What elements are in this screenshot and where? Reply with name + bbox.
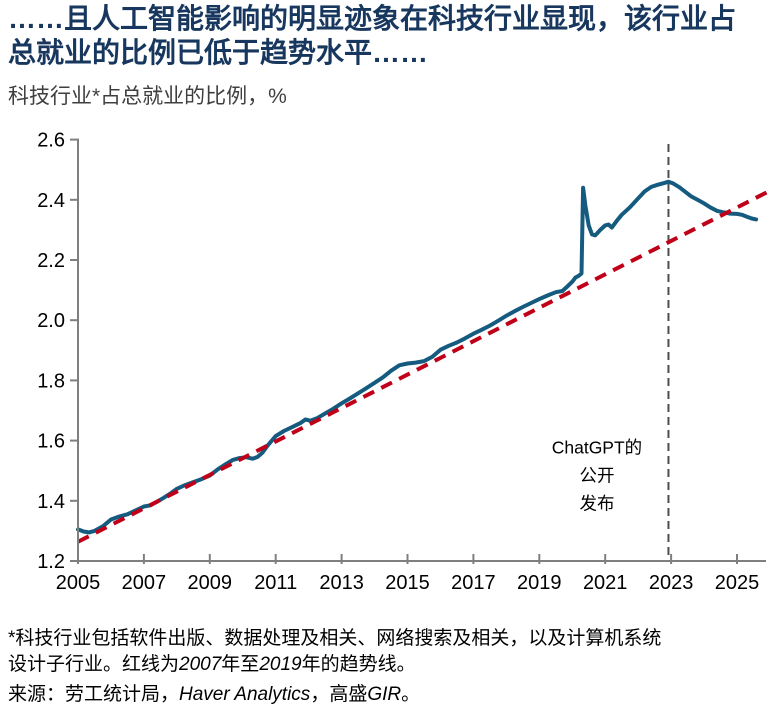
footnote-line-2: 设计子行业。红线为2007年至2019年的趋势线。 — [8, 652, 661, 678]
chart-subtitle: 科技行业*占总就业的比例，% — [8, 85, 287, 108]
footnote: *科技行业包括软件出版、数据处理及相关、网络搜索及相关，以及计算机系统 设计子行… — [8, 626, 661, 678]
text-segment: 2007 — [179, 654, 222, 675]
x-tick-label: 2015 — [385, 572, 430, 594]
y-tick-label: 1.2 — [37, 551, 65, 573]
x-tick-label: 2021 — [583, 572, 628, 594]
text-segment: 年的趋势线。 — [301, 654, 416, 675]
page-title-line-1: ……且人工智能影响的明显迹象在科技行业显现，该行业占 — [8, 3, 737, 34]
chatgpt-annotation-line: 公开 — [579, 466, 614, 486]
text-segment: ，高盛 — [310, 684, 368, 704]
text-segment: 。 — [401, 684, 421, 704]
chatgpt-annotation-line: 发布 — [579, 494, 614, 514]
x-tick-label: 2025 — [715, 572, 760, 594]
source-line: 来源：劳工统计局，Haver Analytics，高盛GIR。 — [8, 679, 420, 704]
x-tick-label: 2007 — [122, 572, 167, 594]
chatgpt-annotation-line: ChatGPT的 — [552, 438, 642, 458]
footnote-line-1: *科技行业包括软件出版、数据处理及相关、网络搜索及相关，以及计算机系统 — [8, 626, 661, 652]
text-segment: 设计子行业。红线为 — [8, 654, 180, 675]
x-tick-label: 2005 — [56, 572, 101, 594]
x-tick-label: 2013 — [319, 572, 364, 594]
y-tick-label: 2.0 — [37, 310, 65, 332]
text-segment: 来源：劳工统计局， — [8, 684, 180, 704]
y-tick-label: 2.6 — [37, 130, 65, 152]
y-tick-label: 2.2 — [37, 250, 65, 272]
page-title: ……且人工智能影响的明显迹象在科技行业显现，该行业占 总就业的比例已低于趋势水平… — [8, 2, 736, 70]
trend-line — [77, 188, 771, 544]
page-title-line-2: 总就业的比例已低于趋势水平…… — [8, 37, 429, 68]
tech-employment-share-line — [76, 179, 759, 535]
y-tick-label: 2.4 — [37, 190, 65, 212]
y-tick-label: 1.8 — [37, 370, 65, 392]
x-tick-label: 2023 — [649, 572, 694, 594]
x-tick-label: 2011 — [254, 572, 297, 594]
x-tick-label: 2017 — [451, 572, 496, 594]
x-tick-label: 2009 — [188, 572, 233, 594]
text-segment: Haver Analytics — [179, 684, 311, 704]
x-tick-label: 2019 — [517, 572, 562, 594]
text-segment: *科技行业包括软件出版、数据处理及相关、网络搜索及相关，以及计算机系统 — [8, 628, 662, 649]
y-tick-label: 1.4 — [37, 491, 65, 513]
text-segment: 2019 — [259, 654, 302, 675]
text-segment: 年至 — [221, 654, 260, 675]
y-tick-label: 1.6 — [37, 431, 65, 453]
text-segment: GIR — [367, 684, 402, 704]
